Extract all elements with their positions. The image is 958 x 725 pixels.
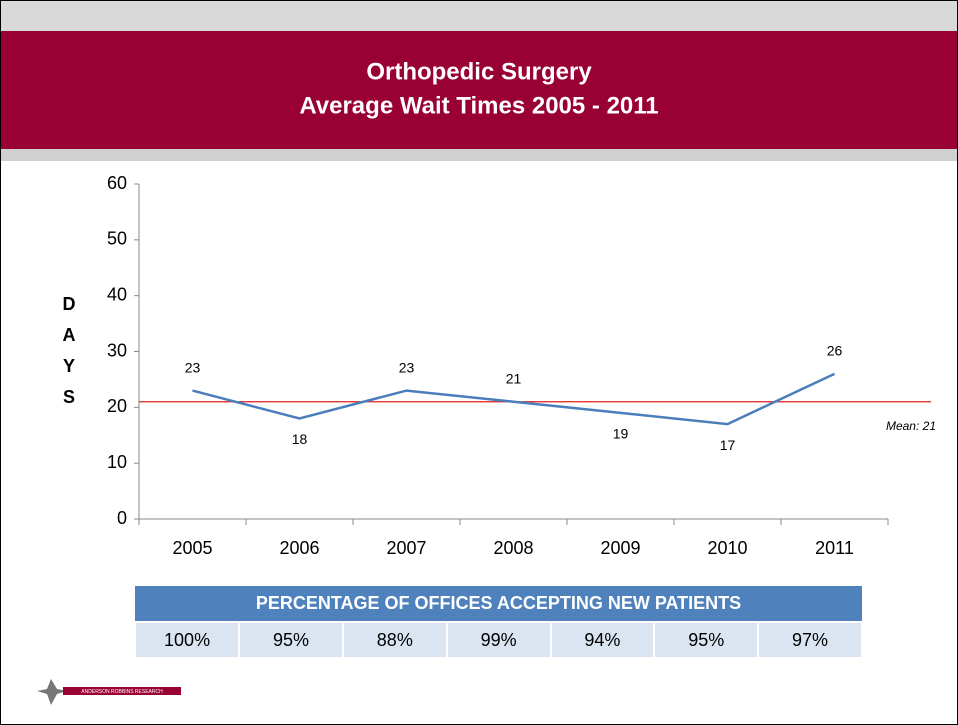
x-tick-label: 2005 [172,538,212,558]
table-header: PERCENTAGE OF OFFICES ACCEPTING NEW PATI… [135,586,862,622]
data-label: 23 [185,359,201,375]
x-tick-label: 2006 [279,538,319,558]
table-body: 100% 95% 88% 99% 94% 95% 97% [133,621,863,659]
table-cell: 94% [549,621,656,659]
y-tick-label: 60 [107,173,127,193]
x-tick-label: 2010 [707,538,747,558]
title-banner [1,31,957,149]
y-tick-label: 30 [107,340,127,360]
data-label: 21 [506,370,522,386]
y-tick-label: 20 [107,396,127,416]
data-label: 26 [827,343,843,359]
logo: ANDERSON ROBBINS RESEARCH [37,679,181,705]
table-cell: 97% [757,621,863,659]
banner-strip [1,149,957,161]
table-cell: 99% [445,621,552,659]
data-label: 23 [399,359,415,375]
data-label: 17 [720,437,736,453]
x-tick-label: 2009 [600,538,640,558]
table-row: 100% 95% 88% 99% 94% 95% 97% [133,621,863,659]
table-cell: 95% [238,621,344,659]
logo-icon [37,679,67,705]
x-tick-label: 2008 [493,538,533,558]
y-tick-label: 40 [107,284,127,304]
y-tick-label: 10 [107,452,127,472]
y-axis-label: DAYS [62,294,76,407]
logo-text: ANDERSON ROBBINS RESEARCH [81,689,163,695]
logo-strip [63,687,181,695]
line-series [192,372,836,426]
chart-title: Orthopedic Surgery [366,58,592,85]
table-cell: 100% [133,621,241,659]
y-tick-label: 50 [107,229,127,249]
table-cell: 88% [341,621,448,659]
table-cell: 95% [653,621,760,659]
top-band [1,1,957,31]
mean-label: Mean: 21 [886,419,936,433]
x-tick-label: 2011 [815,538,854,558]
table: PERCENTAGE OF OFFICES ACCEPTING NEW PATI… [133,586,863,659]
data-label: 19 [613,426,629,442]
y-tick-label: 0 [117,508,127,528]
x-tick-label: 2007 [386,538,426,558]
data-label: 18 [292,431,308,447]
chart-subtitle: Average Wait Times 2005 - 2011 [299,92,658,119]
